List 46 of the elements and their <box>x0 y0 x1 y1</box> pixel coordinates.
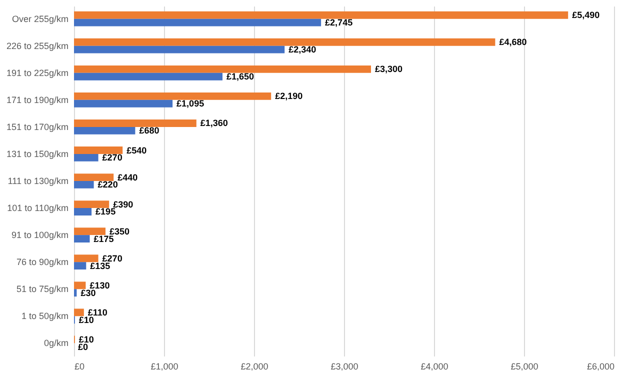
x-tick-label: £3,000 <box>330 362 358 372</box>
data-label: £110 <box>88 307 108 318</box>
data-label: £4,680 <box>499 37 527 48</box>
data-label: £2,745 <box>325 18 353 28</box>
data-label: £3,300 <box>375 64 403 74</box>
y-tick-label: Over 255g/km <box>12 14 68 24</box>
data-label: £135 <box>90 260 110 271</box>
data-label: £195 <box>96 206 116 217</box>
x-tick-label: £6,000 <box>586 362 614 372</box>
data-label: £175 <box>94 234 114 244</box>
y-tick-label: 101 to 110g/km <box>7 203 68 214</box>
data-label: £440 <box>118 172 138 182</box>
y-tick-label: 226 to 255g/km <box>6 40 68 51</box>
y-tick-label: 131 to 150g/km <box>6 148 68 159</box>
data-label: £1,095 <box>176 98 204 109</box>
data-label: £1,360 <box>200 118 228 128</box>
x-tick-label: £1,000 <box>150 362 178 372</box>
y-tick-label: 1 to 50g/km <box>21 311 68 322</box>
x-tick-label: £2,000 <box>240 362 268 372</box>
data-label: £270 <box>102 253 122 264</box>
data-label: £680 <box>139 126 160 136</box>
data-label: £5,490 <box>572 10 600 20</box>
data-label: £2,190 <box>275 91 303 102</box>
data-label: £10 <box>78 334 94 344</box>
data-label: £10 <box>78 314 94 325</box>
y-tick-label: 51 to 75g/km <box>16 284 68 294</box>
y-tick-label: 151 to 170g/km <box>6 122 68 132</box>
y-tick-label: 111 to 130g/km <box>8 176 68 186</box>
data-label: £540 <box>126 145 147 156</box>
x-tick-label: £4,000 <box>420 362 448 372</box>
y-tick-label: 91 to 100g/km <box>11 230 68 240</box>
data-label: £220 <box>98 180 118 190</box>
y-tick-label: 76 to 90g/km <box>16 257 68 268</box>
y-tick-label: 0g/km <box>44 338 68 348</box>
data-label: £130 <box>90 280 110 290</box>
data-label: £0 <box>78 342 88 352</box>
data-label: £1,650 <box>226 72 254 82</box>
x-tick-label: £5,000 <box>510 362 538 372</box>
data-label: £30 <box>80 288 96 298</box>
data-label: £390 <box>113 199 134 210</box>
y-tick-label: 191 to 225g/km <box>6 68 68 78</box>
data-label: £270 <box>102 152 122 163</box>
x-tick-label: £0 <box>74 362 85 372</box>
data-label: £2,340 <box>288 44 316 55</box>
data-label: £350 <box>110 226 130 236</box>
y-tick-label: 171 to 190g/km <box>6 94 68 105</box>
